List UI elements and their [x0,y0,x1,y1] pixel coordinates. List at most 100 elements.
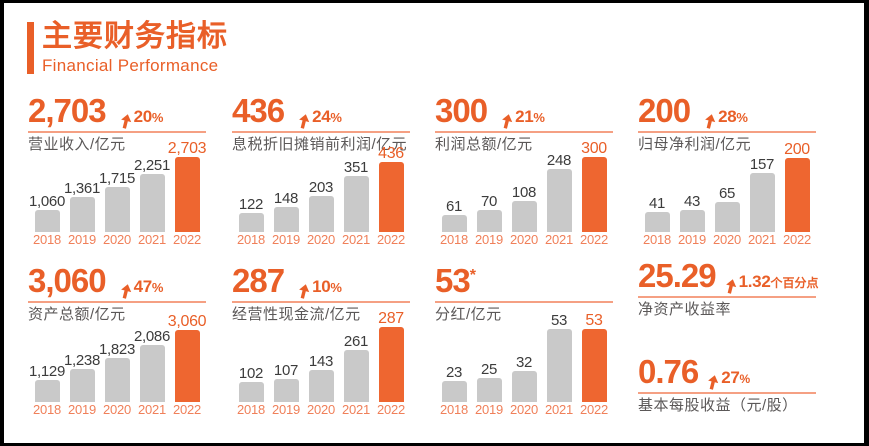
bar-column: 53 2022 [580,313,608,418]
bar-value-label: 261 [343,333,369,350]
up-arrow-icon [299,284,310,299]
year-label: 2020 [306,232,336,247]
bar [644,212,670,232]
bar [378,327,404,402]
year-label: 2021 [341,402,371,417]
year-label: 2019 [474,232,504,247]
kpi-change-value: 1.32 [738,272,771,291]
kpi-headline: 300 21 % [435,90,613,133]
up-arrow-icon [299,114,310,129]
bar-column: 3,060 2022 [168,314,207,418]
bar-value-label: 102 [238,365,264,382]
bar [34,210,60,232]
bar-chart: 102 2018 107 2019 143 2020 261 2021 287 2022 [232,311,410,418]
bar-value-label: 148 [273,190,299,207]
bar-value-label: 157 [749,156,775,173]
kpi-value: 3,060 [28,260,107,297]
bar-column: 1,060 2018 [29,154,65,248]
kpi-value-number: 53 [435,262,471,299]
bar-value-label: 351 [343,159,369,176]
bar-value-label: 1,361 [63,180,101,197]
kpi-label: 利润总额/亿元 [435,136,533,153]
bar-column: 1,129 2018 [29,324,65,418]
bar-column: 157 2021 [748,154,776,248]
kpi-value-number: 287 [232,262,285,299]
bar-value-label: 70 [480,193,498,210]
bar-column: 143 2020 [307,324,335,418]
bar-value-label: 1,060 [28,193,66,210]
year-label: 2018 [32,402,62,417]
year-label: 2020 [509,402,539,417]
year-label: 2018 [439,402,469,417]
bar-column: 122 2018 [236,154,266,248]
kpi-value-asterisk: * [469,267,476,284]
bar [511,201,537,232]
kpi-label: 基本每股收益（元/股） [638,397,798,414]
kpi-value-number: 200 [638,92,691,129]
bar-value-label: 61 [445,198,463,215]
year-label: 2022 [376,402,406,417]
kpi-headline: 0.76 27 % [638,355,816,394]
bar-column: 436 2022 [376,146,406,248]
kpi-change-value: 24 [312,107,331,126]
kpi-headline: 436 24 % [232,90,410,133]
kpi-change-unit: % [533,110,545,125]
bar [174,157,200,232]
up-arrow-icon [120,114,131,129]
kpi-change-unit: % [151,110,164,125]
kpi-value-number: 436 [232,92,285,129]
kpi-label: 营业收入/亿元 [28,136,126,153]
bar-value-label: 436 [378,145,404,162]
bar-column: 108 2020 [510,154,538,248]
year-label: 2021 [544,402,574,417]
year-label: 2020 [712,232,742,247]
year-label: 2018 [236,232,266,247]
year-label: 2021 [137,232,167,247]
bar-value-label: 43 [683,193,701,210]
bar [581,157,607,232]
bar [343,176,369,232]
bar-column: 1,823 2020 [99,324,135,418]
year-label: 2022 [172,232,202,247]
bar-value-label: 248 [546,152,572,169]
kpi-headline: 53* [435,260,613,303]
year-label: 2022 [376,232,406,247]
kpi-change-unit: % [330,280,342,295]
bar-value-label: 107 [273,362,299,379]
bar-column: 102 2018 [237,324,265,418]
header-accent-bar [27,22,34,74]
kpi-change: 24 % [298,107,342,129]
year-label: 2021 [137,402,167,417]
kpi-label: 资产总额/亿元 [28,306,126,323]
bar-column: 300 2022 [580,141,608,248]
bar-column: 148 2019 [272,154,300,248]
bar-chart: 41 2018 43 2019 65 2020 157 2021 200 2022 [638,142,816,248]
header: 主要财务指标 Financial Performance [27,22,228,74]
bar [581,329,607,402]
bar-value-label: 200 [784,141,810,158]
bar-value-label: 1,238 [63,352,101,369]
kpi-change: 21 % [501,107,545,129]
kpi-label: 分红/亿元 [435,306,502,323]
kpi-headline: 25.29 1.32 个百分点 [638,259,819,298]
bar-value-label: 300 [581,140,607,157]
kpi-tile: 2,703 20 % 营业收入/亿元 1,060 2018 1,361 2019 1,7… [28,90,207,248]
kpi-change-unit: % [736,110,748,125]
bar-column: 1,238 2019 [64,324,100,418]
bar-value-label: 23 [445,364,463,381]
bar-value-label: 203 [308,179,334,196]
bar-column: 41 2018 [643,154,671,248]
bar-column: 248 2021 [545,152,573,248]
kpi-change: 1.32 个百分点 [725,272,819,294]
up-arrow-icon [708,375,719,390]
bar-column: 2,086 2021 [134,324,170,418]
bar [273,207,299,232]
bar [679,210,705,232]
kpi-change: 28 % [704,107,748,129]
kpi-change: 20 % [120,107,164,129]
bar-column: 2,703 2022 [168,141,207,248]
bar-column: 70 2019 [474,154,504,248]
year-label: 2019 [677,232,707,247]
bar [69,197,95,232]
